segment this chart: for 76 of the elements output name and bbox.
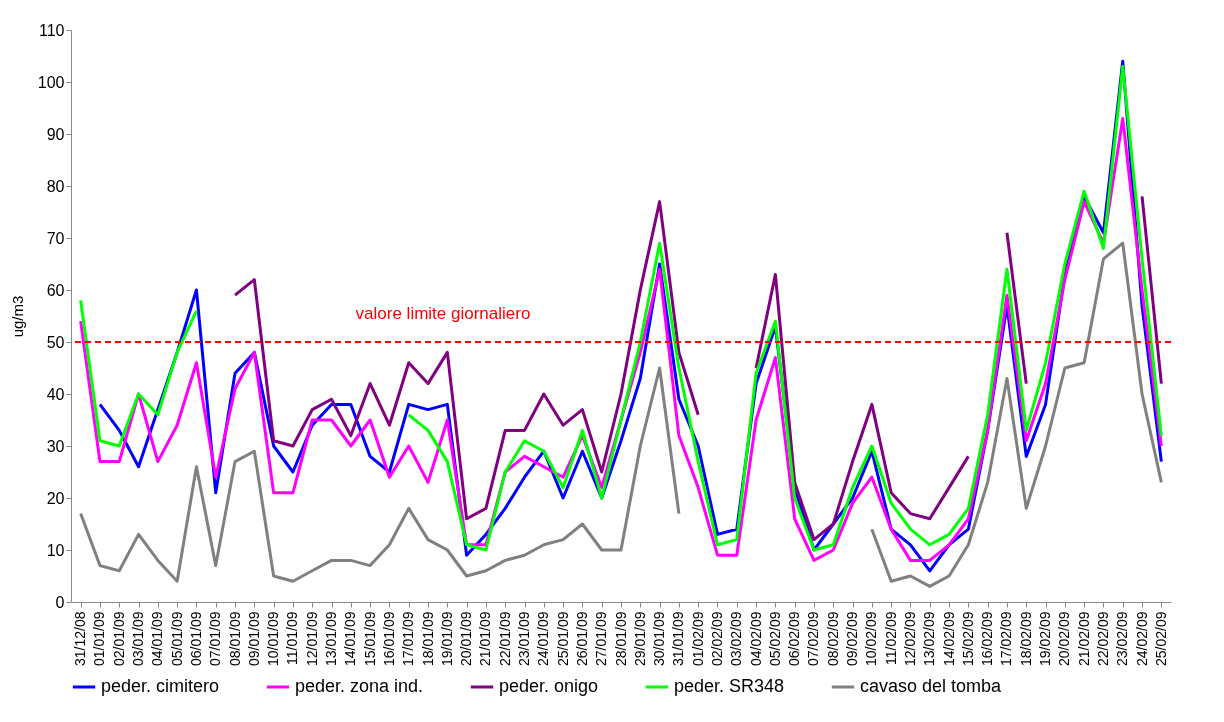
x-tick-label: 09/02/09	[844, 611, 861, 666]
x-tick-label: 08/02/09	[824, 611, 841, 666]
x-tick-label: 25/02/09	[1152, 611, 1169, 666]
y-tick-label: 60	[46, 281, 65, 299]
x-tick-label: 01/02/09	[689, 611, 706, 666]
y-tick-label: 20	[46, 489, 65, 507]
x-tick-label: 22/02/09	[1094, 611, 1111, 666]
x-tick-label: 05/02/09	[766, 611, 783, 666]
legend-label: peder. cimitero	[101, 676, 220, 696]
x-tick-label: 11/02/09	[882, 611, 899, 665]
y-tick-label: 80	[46, 177, 65, 195]
x-tick-label: 15/02/09	[959, 611, 976, 666]
x-tick-label: 12/02/09	[901, 611, 918, 666]
x-tick-label: 13/02/09	[921, 611, 938, 666]
x-tick-label: 21/01/09	[477, 611, 494, 666]
x-tick-label: 05/01/09	[168, 611, 185, 666]
x-tick-label: 16/01/09	[380, 611, 397, 666]
x-tick-label: 21/02/09	[1075, 611, 1092, 666]
x-tick-label: 07/02/09	[805, 611, 822, 666]
x-tick-label: 19/02/09	[1037, 611, 1054, 666]
x-tick-label: 27/01/09	[593, 611, 610, 666]
legend-label: peder. SR348	[674, 676, 785, 696]
x-tick-label: 08/01/09	[226, 611, 243, 666]
x-tick-label: 23/01/09	[516, 611, 533, 666]
x-tick-label: 23/02/09	[1114, 611, 1131, 666]
y-tick-label: 50	[46, 333, 65, 351]
x-tick-label: 06/02/09	[786, 611, 803, 666]
x-tick-label: 14/01/09	[342, 611, 359, 666]
x-tick-label: 30/01/09	[651, 611, 668, 666]
x-tick-label: 17/01/09	[400, 611, 417, 666]
y-tick-label: 0	[55, 593, 65, 611]
x-tick-label: 28/01/09	[612, 611, 629, 666]
x-tick-label: 26/01/09	[573, 611, 590, 666]
x-tick-label: 09/01/09	[245, 611, 262, 666]
x-tick-label: 24/01/09	[535, 611, 552, 666]
x-tick-label: 24/02/09	[1133, 611, 1150, 666]
x-tick-label: 18/02/09	[1017, 611, 1034, 666]
x-tick-label: 31/01/09	[670, 611, 687, 666]
x-tick-label: 16/02/09	[979, 611, 996, 666]
x-tick-label: 17/02/09	[998, 611, 1015, 666]
y-tick-label: 100	[37, 73, 65, 91]
legend-label: peder. zona ind.	[295, 676, 424, 696]
x-tick-label: 20/01/09	[458, 611, 475, 666]
y-tick-label: 70	[46, 229, 65, 247]
x-tick-label: 29/01/09	[631, 611, 648, 666]
x-tick-label: 20/02/09	[1056, 611, 1073, 666]
x-tick-label: 02/02/09	[708, 611, 725, 666]
x-tick-label: 01/01/09	[91, 611, 108, 666]
x-tick-label: 22/01/09	[496, 611, 513, 666]
x-tick-label: 11/01/09	[284, 611, 301, 665]
y-tick-label: 10	[46, 541, 65, 559]
x-tick-label: 03/02/09	[728, 611, 745, 666]
x-tick-label: 15/01/09	[361, 611, 378, 666]
x-tick-label: 14/02/09	[940, 611, 957, 666]
x-tick-label: 19/01/09	[438, 611, 455, 666]
x-tick-label: 13/01/09	[323, 611, 340, 666]
x-tick-label: 07/01/09	[207, 611, 224, 666]
x-tick-label: 12/01/09	[303, 611, 320, 666]
x-tick-label: 04/01/09	[149, 611, 166, 666]
x-tick-label: 25/01/09	[554, 611, 571, 666]
y-tick-label: 90	[46, 125, 65, 143]
y-tick-label: 110	[38, 21, 65, 39]
y-axis-title: ug/m3	[8, 295, 26, 338]
ref-line-label: valore limite giornaliero	[355, 304, 531, 323]
y-tick-label: 40	[46, 385, 65, 403]
y-tick-label: 30	[46, 437, 65, 455]
x-tick-label: 31/12/08	[72, 611, 89, 666]
legend-label: peder. onigo	[499, 676, 599, 696]
x-tick-label: 04/02/09	[747, 611, 764, 666]
x-tick-label: 03/01/09	[130, 611, 147, 666]
x-tick-label: 02/01/09	[110, 611, 127, 666]
legend-label: cavaso del tomba	[860, 676, 1003, 696]
x-tick-label: 06/01/09	[187, 611, 204, 666]
x-tick-label: 18/01/09	[419, 611, 436, 666]
x-tick-label: 10/01/09	[265, 611, 282, 666]
x-tick-label: 10/02/09	[863, 611, 880, 666]
